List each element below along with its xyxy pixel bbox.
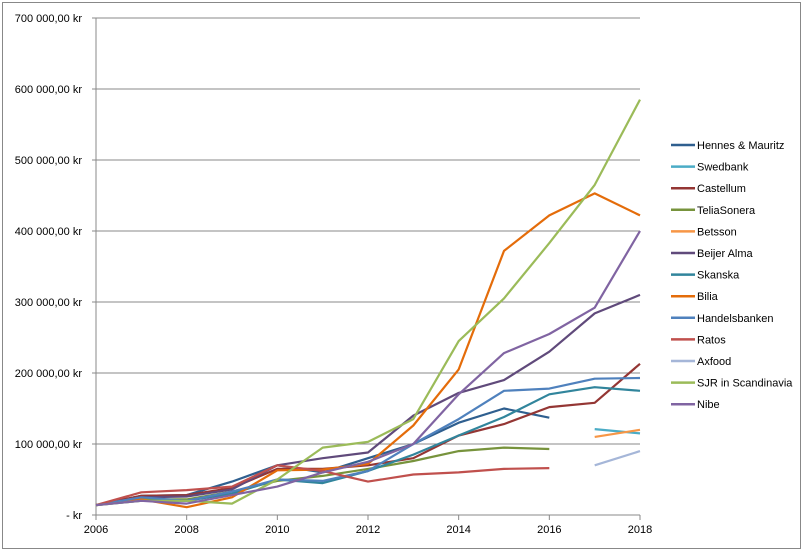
legend-label: Castellum xyxy=(697,183,746,195)
legend-label: TeliaSonera xyxy=(697,205,756,217)
series-line-swedbank xyxy=(594,428,641,435)
legend-label: Beijer Alma xyxy=(697,248,754,260)
legend-label: Betsson xyxy=(697,226,737,238)
x-tick-label: 2008 xyxy=(174,524,198,536)
legend-label: Skanska xyxy=(697,270,740,282)
x-tick-label: 2010 xyxy=(265,524,289,536)
y-tick-label: 600 000,00 kr xyxy=(15,84,83,96)
legend-label: Swedbank xyxy=(697,162,749,174)
series-line-axfood xyxy=(594,450,641,467)
x-tick-label: 2014 xyxy=(446,524,470,536)
legend-label: Ratos xyxy=(697,334,726,346)
legend-label: Hennes & Mauritz xyxy=(697,140,784,152)
legend-label: Axfood xyxy=(697,356,731,368)
y-tick-label: 500 000,00 kr xyxy=(15,155,83,167)
y-tick-label: 300 000,00 kr xyxy=(15,297,83,309)
y-tick-label: 700 000,00 kr xyxy=(15,13,83,25)
series-line-ratos xyxy=(95,464,550,507)
legend-label: Bilia xyxy=(697,291,719,303)
series-line-betsson xyxy=(594,428,641,438)
y-tick-label: 200 000,00 kr xyxy=(15,368,83,380)
series-line-beijer-alma xyxy=(95,293,641,507)
x-tick-label: 2006 xyxy=(84,524,108,536)
series-line-castellum xyxy=(95,362,641,507)
y-tick-label: 100 000,00 kr xyxy=(15,439,83,451)
legend-label: Handelsbanken xyxy=(697,313,773,325)
x-tick-label: 2016 xyxy=(537,524,561,536)
x-tick-label: 2018 xyxy=(628,524,652,536)
y-tick-label: 400 000,00 kr xyxy=(15,226,83,238)
legend-label: Nibe xyxy=(697,399,720,411)
series-line-sjr-in-scandinavia xyxy=(95,99,641,507)
series-line-nibe xyxy=(95,230,641,507)
series-line-bilia xyxy=(95,192,641,509)
legend-label: SJR in Scandinavia xyxy=(697,378,793,390)
series-line-skanska xyxy=(95,386,641,507)
y-tick-label: - kr xyxy=(66,510,82,522)
x-tick-label: 2012 xyxy=(356,524,380,536)
